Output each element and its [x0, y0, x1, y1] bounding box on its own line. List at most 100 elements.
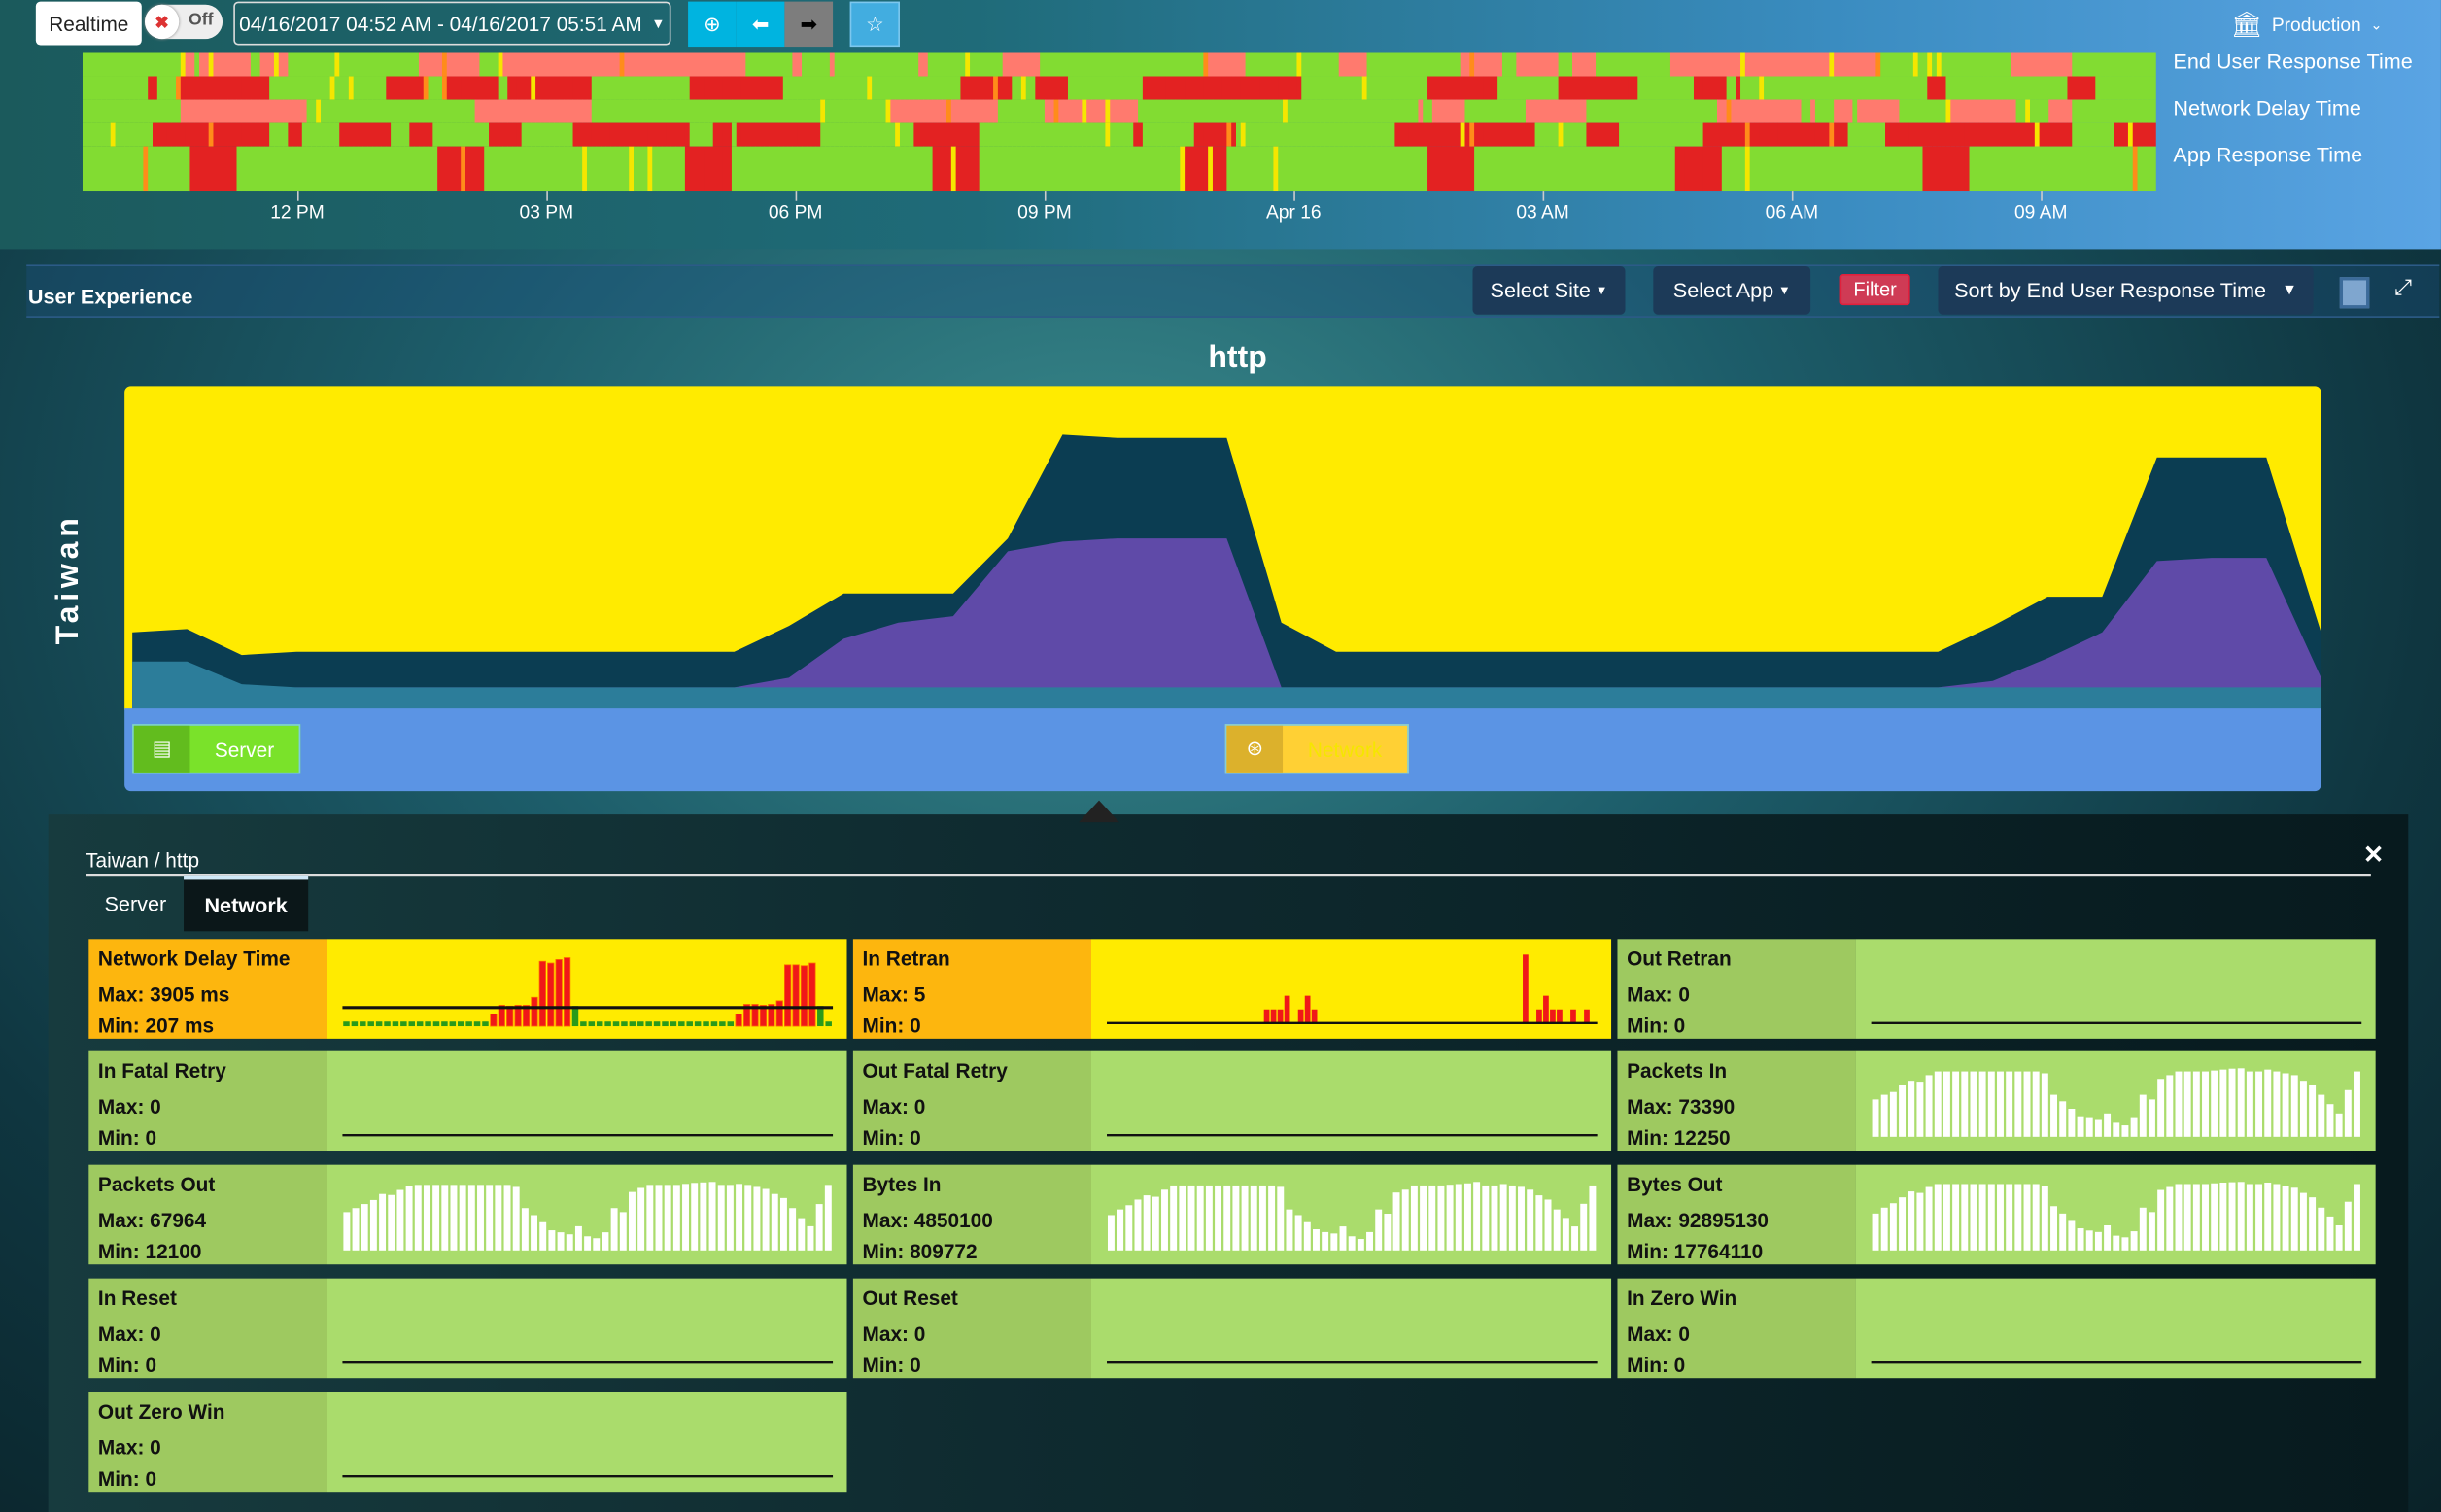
spark-bar	[1339, 1226, 1347, 1251]
heatmap-cell	[839, 122, 844, 147]
timeline-heatmap[interactable]	[82, 52, 2156, 192]
heatmap-cell	[895, 122, 901, 147]
heatmap-cell	[1829, 52, 1835, 77]
heatmap-cell	[2147, 122, 2152, 147]
environment-dropdown[interactable]: 🏛 Production ⌄	[2231, 10, 2383, 41]
heatmap-cell	[825, 52, 831, 77]
heatmap-cell	[329, 99, 335, 123]
metric-tile[interactable]: Out Retran Max: 0 Min: 0	[1617, 939, 2376, 1039]
heatmap-cell	[1460, 146, 1465, 192]
legend-end-user-response-time[interactable]: End User Response Time	[2173, 50, 2413, 74]
heatmap-cell	[932, 146, 938, 192]
filter-button[interactable]: Filter	[1839, 274, 1910, 306]
heatmap-cell	[1982, 122, 1989, 147]
forward-button[interactable]: ➡	[784, 1, 834, 48]
tier-server-button[interactable]: ▤ Server	[132, 724, 301, 774]
heatmap-cell	[86, 122, 92, 147]
heatmap-cell	[2109, 146, 2114, 192]
metric-tile[interactable]: Packets In Max: 73390 Min: 12250	[1617, 1050, 2376, 1151]
heatmap-cell	[979, 99, 984, 123]
response-time-area-chart[interactable]	[124, 386, 2321, 710]
heatmap-cell	[657, 99, 663, 123]
back-button[interactable]: ⬅	[736, 1, 785, 48]
heatmap-cell	[91, 122, 97, 147]
heatmap-cell	[637, 52, 644, 77]
metric-tile[interactable]: Out Fatal Retry Max: 0 Min: 0	[852, 1050, 1612, 1151]
spark-bar	[736, 1184, 743, 1251]
heatmap-cell	[1152, 99, 1157, 123]
metric-tile[interactable]: Network Delay Time Max: 3905 ms Min: 207 m…	[88, 939, 847, 1039]
metric-min: Min: 0	[1627, 1014, 1686, 1038]
heatmap-cell	[1619, 146, 1625, 192]
heatmap-cell	[1749, 52, 1755, 77]
heatmap-cell	[143, 76, 149, 100]
heatmap-cell	[802, 99, 808, 123]
legend-app-response-time[interactable]: App Response Time	[2173, 143, 2363, 167]
metric-tile[interactable]: In Zero Win Max: 0 Min: 0	[1617, 1278, 2376, 1379]
heatmap-cell	[259, 52, 265, 77]
heatmap-cell	[979, 122, 984, 147]
heatmap-cell	[1669, 122, 1676, 147]
tier-network-button[interactable]: ⊛ Network	[1224, 724, 1409, 774]
sort-dropdown[interactable]: Sort by End User Response Time ▼	[1938, 266, 2314, 315]
metric-tile[interactable]: Out Reset Max: 0 Min: 0	[852, 1278, 1612, 1379]
heatmap-cell	[1348, 146, 1354, 192]
metric-tile[interactable]: In Reset Max: 0 Min: 0	[88, 1278, 847, 1379]
heatmap-cell	[1464, 99, 1470, 123]
heatmap-cell	[1110, 76, 1116, 100]
tab-server[interactable]: Server	[104, 891, 167, 915]
heatmap-cell	[180, 122, 187, 147]
metric-tile[interactable]: Packets Out Max: 67964 Min: 12100	[88, 1164, 847, 1265]
heatmap-cell	[1049, 146, 1055, 192]
heatmap-cell	[694, 122, 700, 147]
metric-tile[interactable]: Out Zero Win Max: 0 Min: 0	[88, 1392, 847, 1493]
heatmap-cell	[1110, 99, 1116, 123]
metric-tile[interactable]: In Retran Max: 5 Min: 0	[852, 939, 1612, 1039]
heatmap-cell	[1651, 146, 1658, 192]
heatmap-cell	[474, 99, 480, 123]
expand-icon[interactable]: ⤢	[2393, 274, 2412, 299]
spark-bar	[1313, 1229, 1320, 1251]
heatmap-cell	[1917, 122, 1923, 147]
metric-max: Max: 0	[862, 1094, 926, 1118]
heatmap-cell	[1020, 122, 1027, 147]
heatmap-cell	[1427, 99, 1433, 123]
heatmap-cell	[1982, 52, 1989, 77]
heatmap-cell	[464, 99, 471, 123]
heatmap-cell	[1343, 146, 1349, 192]
heatmap-cell	[1474, 122, 1480, 147]
heatmap-cell	[1296, 122, 1302, 147]
heatmap-cell	[904, 52, 911, 77]
heatmap-cell	[895, 99, 901, 123]
zoom-button[interactable]: ⊕	[688, 1, 737, 48]
heatmap-cell	[1964, 146, 1971, 192]
realtime-toggle[interactable]: ✖ Off	[144, 4, 223, 40]
time-range-dropdown[interactable]: 04/16/2017 04:52 AM - 04/16/2017 05:51 A…	[233, 1, 671, 46]
heatmap-cell	[395, 122, 401, 147]
heatmap-cell	[156, 146, 163, 192]
metric-tile[interactable]: Bytes Out Max: 92895130 Min: 17764110	[1617, 1164, 2376, 1265]
favorite-button[interactable]: ☆	[849, 1, 900, 48]
heatmap-cell	[2011, 122, 2017, 147]
heatmap-cell	[1002, 76, 1008, 100]
heatmap-cell	[932, 52, 938, 77]
select-app-dropdown[interactable]: Select App ▼	[1653, 266, 1811, 315]
select-checkbox[interactable]	[2339, 277, 2370, 309]
heatmap-cell	[834, 99, 840, 123]
metric-tile[interactable]: In Fatal Retry Max: 0 Min: 0	[88, 1050, 847, 1151]
metric-min: Min: 0	[97, 1353, 157, 1377]
heatmap-cell	[120, 52, 125, 77]
heatmap-cell	[722, 122, 728, 147]
heatmap-cell	[601, 146, 606, 192]
heatmap-cell	[1118, 76, 1125, 100]
heatmap-cell	[1423, 122, 1428, 147]
tab-network[interactable]: Network	[184, 875, 309, 932]
legend-network-delay-time[interactable]: Network Delay Time	[2173, 96, 2361, 120]
heatmap-cell	[689, 146, 695, 192]
heatmap-cell	[2062, 122, 2068, 147]
metric-tile[interactable]: Bytes In Max: 4850100 Min: 809772	[852, 1164, 1612, 1265]
heatmap-cell	[1310, 146, 1317, 192]
heatmap-cell	[1875, 99, 1881, 123]
close-icon[interactable]: ✕	[2362, 842, 2385, 870]
select-site-dropdown[interactable]: Select Site ▼	[1472, 266, 1626, 315]
